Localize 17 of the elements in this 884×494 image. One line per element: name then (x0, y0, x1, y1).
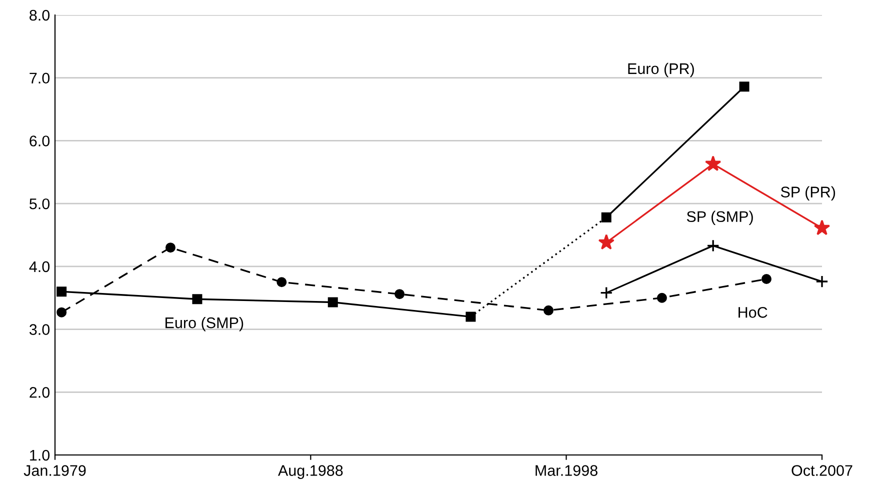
x-tick-label: Aug.1988 (278, 465, 343, 479)
text: Euro (PR) (628, 62, 694, 78)
x-tick-label: Jan.1979 (24, 465, 86, 476)
x-tick-label: Oct.2007 (792, 465, 852, 476)
series-label: SP (SMP) (686, 210, 753, 226)
series-label: HoC (738, 307, 768, 318)
y-tick-label: 4.0 (29, 261, 50, 272)
series-label: SP (PR) (780, 186, 836, 200)
series-label: Euro (SMP) (166, 316, 244, 332)
y-tick-label: 2.0 (30, 387, 50, 398)
y-tick-label: 3.0 (29, 324, 50, 335)
y-tick-label: 8.0 (30, 10, 50, 21)
y-tick-label: 6.0 (30, 136, 50, 146)
x-tick-label: Mar.1998 (536, 465, 598, 476)
y-tick-label: 5.0 (30, 198, 50, 210)
y-tick-label: 1.0 (30, 450, 50, 461)
y-tick-label: 7.0 (30, 72, 50, 84)
